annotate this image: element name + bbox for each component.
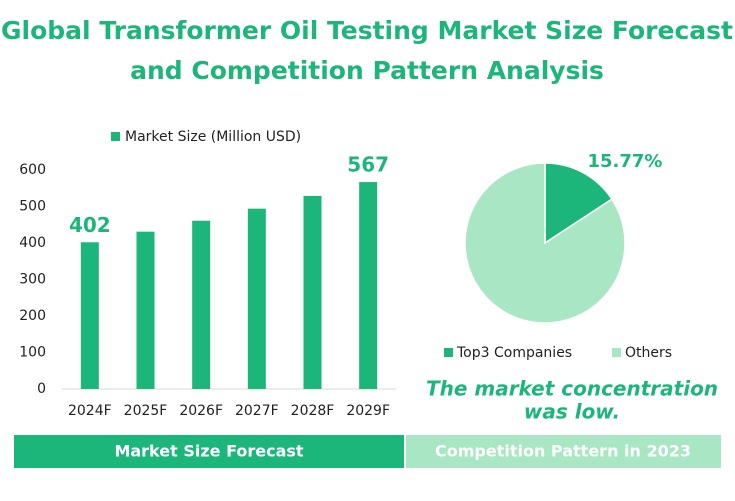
panel-label: Competition Pattern in 2023 [435,442,691,461]
y-tick-label: 300 [19,272,46,288]
pie-slice [464,162,626,324]
bar [303,195,322,389]
x-tick-label: 2025F [124,403,168,419]
title: Global Transformer Oil Testing Market Si… [1,16,733,45]
panel-banner [406,435,721,468]
annotation: The market concentration [426,377,718,401]
y-tick-label: 400 [19,235,46,251]
data-label: 402 [69,213,111,237]
data-label: 567 [347,153,389,177]
y-tick-label: 0 [37,381,46,397]
bar [80,242,99,389]
legend-label: Top3 Companies [456,345,572,361]
y-tick-label: 200 [19,308,46,324]
y-tick-label: 600 [19,162,46,178]
bar [247,208,266,389]
data-label: 15.77% [588,151,663,172]
panel-banner [14,435,404,468]
legend-swatch [444,348,453,357]
annotation: was low. [524,400,620,424]
y-tick-label: 500 [19,199,46,215]
title: and Competition Pattern Analysis [130,56,604,85]
legend-label: Market Size (Million USD) [125,129,301,145]
x-tick-label: 2029F [346,403,390,419]
bar [359,182,378,389]
bar [136,231,155,389]
bar [192,220,211,389]
x-tick-label: 2024F [68,403,112,419]
panel-label: Market Size Forecast [114,442,303,461]
y-tick-label: 100 [19,345,46,361]
legend-label: Others [625,345,672,361]
x-tick-label: 2026F [179,403,223,419]
pie-slice [544,162,613,245]
x-tick-label: 2027F [235,403,279,419]
legend-swatch [111,132,120,141]
legend-swatch [612,348,621,357]
x-tick-label: 2028F [291,403,335,419]
